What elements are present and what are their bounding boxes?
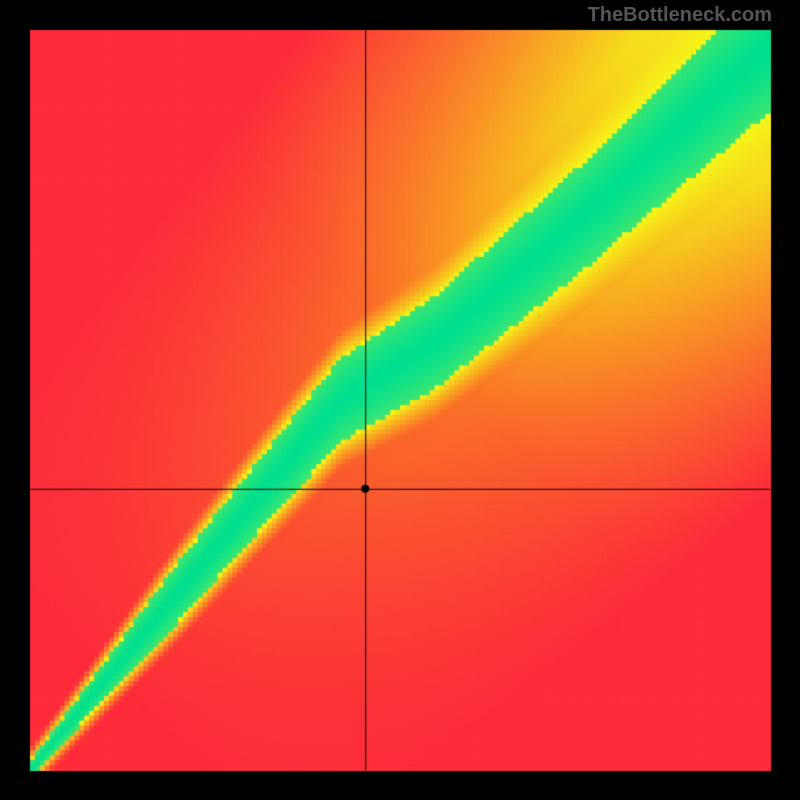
watermark-text: TheBottleneck.com — [588, 4, 772, 27]
chart-container: TheBottleneck.com — [0, 0, 800, 800]
heatmap-canvas — [0, 0, 800, 800]
